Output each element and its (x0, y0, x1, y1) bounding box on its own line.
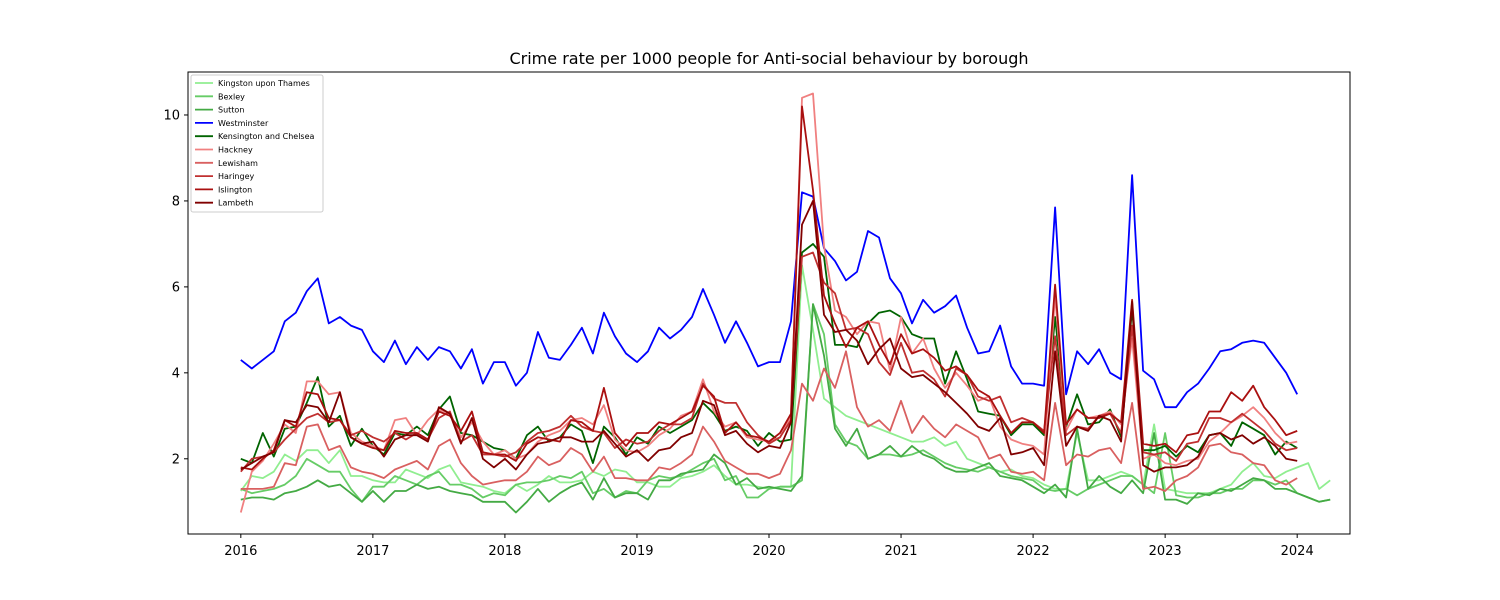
series-line-6 (240, 350, 1298, 492)
series-layer (239, 92, 1331, 514)
y-tick-label: 10 (163, 108, 180, 123)
y-tick-label: 6 (172, 280, 180, 295)
chart-title: Crime rate per 1000 people for Anti-soci… (509, 49, 1028, 68)
x-axis: 2016 2017 2018 2019 2020 2021 2022 2023 2024 (224, 534, 1314, 559)
legend-label: Lewisham (218, 159, 258, 168)
series-line-2 (240, 303, 1331, 514)
x-tick-label: 2021 (884, 544, 917, 559)
x-tick-label: 2019 (620, 544, 653, 559)
legend-label: Sutton (218, 106, 244, 115)
x-tick-label: 2023 (1149, 544, 1182, 559)
legend-label: Hackney (218, 146, 253, 155)
legend: Kingston upon Thames Bexley Sutton Westmins… (190, 74, 324, 213)
y-tick-label: 2 (172, 452, 180, 467)
y-axis: 2 4 6 8 10 (163, 108, 188, 467)
y-tick-label: 4 (172, 366, 180, 381)
legend-label: Kensington and Chelsea (218, 132, 315, 141)
series-line-1 (240, 303, 1331, 503)
x-tick-label: 2016 (224, 544, 257, 559)
x-tick-label: 2018 (488, 544, 521, 559)
series-line-3 (240, 174, 1299, 409)
x-tick-label: 2022 (1017, 544, 1050, 559)
series-line-9 (240, 199, 1298, 473)
legend-label: Lambeth (218, 199, 253, 208)
legend-box (190, 74, 324, 213)
legend-label: Islington (218, 185, 252, 194)
legend-label: Bexley (218, 92, 245, 101)
x-tick-label: 2017 (356, 544, 389, 559)
x-tick-label: 2020 (752, 544, 785, 559)
series-line-8 (240, 105, 1298, 471)
x-tick-label: 2024 (1281, 544, 1314, 559)
legend-label: Kingston upon Thames (218, 79, 310, 88)
legend-label: Westminster (218, 119, 269, 128)
y-tick-label: 8 (172, 194, 180, 209)
legend-label: Haringey (218, 172, 255, 181)
